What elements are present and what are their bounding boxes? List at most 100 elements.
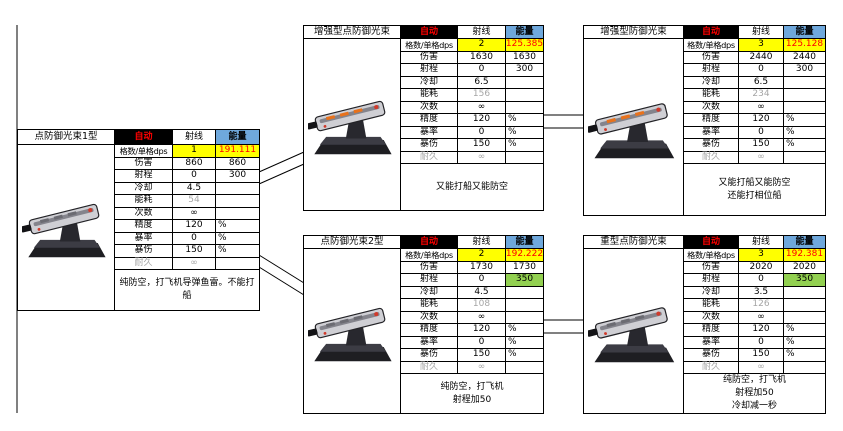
stat-label: 精度 [684,324,739,337]
stat-value-ray: 0 [173,170,216,183]
stat-value-energy [506,151,544,164]
stat-label: 射程 [684,64,739,77]
stat-value-ray: ∞ [173,207,216,220]
stat-value-energy: 2440 [784,51,826,64]
weapon-note: 纯防空，打飞机 射程加50 [401,374,544,414]
stat-value-energy: 192.381 [784,249,826,262]
stat-label: 射程 [115,170,173,183]
note-line: 又能打船又能防空 [718,177,791,188]
stat-value-ray: 3 [739,39,784,52]
stat-value-energy: % [784,126,826,139]
weapon-note: 纯防空，打飞机导弹鱼雷。不能打船 [115,270,260,311]
note-line: 冷却减一秒 [731,401,777,411]
turret-icon [21,203,107,259]
weapon-note: 又能打船又能防空 还能打相位船 [684,164,826,216]
turret-icon [587,102,675,159]
stat-value-ray: 120 [739,324,784,337]
stat-value-ray: 150 [458,139,506,152]
stat-value-energy [784,89,826,102]
stat-label: 暴率 [401,126,458,139]
stat-value-ray: 0 [458,274,506,287]
header-auto: 自动 [684,26,739,39]
stat-value-energy [216,207,260,220]
stat-value-energy [506,311,544,324]
header-ray: 射线 [739,26,784,39]
header-auto: 自动 [684,236,739,249]
stat-value-ray: 156 [458,89,506,102]
stat-value-energy: % [784,324,826,337]
stat-label: 暴率 [115,232,173,245]
stat-label: 次数 [401,311,458,324]
turret-image [304,39,401,211]
header-ray: 射线 [173,130,216,145]
stat-value-ray: ∞ [458,311,506,324]
stat-value-energy: 2020 [784,261,826,274]
stat-label: 耐久 [401,151,458,164]
stat-value-energy [784,311,826,324]
stat-value-ray: 2 [458,249,506,262]
stat-value-ray: ∞ [458,151,506,164]
stat-label: 耐久 [684,151,739,164]
stat-value-ray: ∞ [739,361,784,374]
stat-value-energy: % [784,139,826,152]
stat-value-ray: ∞ [739,151,784,164]
stat-value-energy: % [216,220,260,233]
stat-label: 耐久 [115,257,173,270]
weapon-table-pd1: 点防御光束1型 自动 射线 能量 纯防空，打飞机导弹鱼雷。不能打船 格数/单格d… [17,129,260,311]
stat-value-ray: 2440 [739,51,784,64]
stat-value-ray: 126 [739,299,784,312]
connector-line [258,266,305,296]
stat-label: 伤害 [401,261,458,274]
weapon-table-enhanced-pd: 增强型点防御光束 自动 射线 能量 又能打船又能防空 格数/单格dps 2 125.… [303,25,544,211]
stat-label: 冷却 [401,286,458,299]
weapon-note: 纯防空，打飞机 射程加50 冷却减一秒 [684,374,826,414]
stat-value-ray: 120 [173,220,216,233]
stat-label: 冷却 [115,182,173,195]
stat-value-ray: 0 [458,126,506,139]
stat-value-energy [216,195,260,208]
stat-label: 格数/单格dps [684,249,739,262]
stat-value-ray: 2 [458,39,506,52]
stat-value-ray: 4.5 [173,182,216,195]
note-line: 还能打相位船 [727,190,782,201]
stat-value-energy [506,286,544,299]
stat-value-energy: % [784,349,826,362]
stat-value-ray: 2020 [739,261,784,274]
weapon-title: 增强型防御光束 [584,26,684,39]
note-line: 纯防空，打飞机 [722,375,786,385]
stat-label: 次数 [684,311,739,324]
header-energy: 能量 [506,236,544,249]
stat-value-ray: 0 [173,232,216,245]
weapon-title: 点防御光束1型 [18,130,115,145]
turret-icon [587,306,675,363]
stat-value-ray: 150 [458,349,506,362]
stat-value-energy: 1630 [506,51,544,64]
weapon-note: 又能打船又能防空 [401,164,544,211]
note-line: 纯防空，打飞机导弹鱼雷。不能打船 [119,278,255,301]
stat-value-ray: 0 [739,274,784,287]
stat-label: 能耗 [684,299,739,312]
stat-value-ray: 150 [173,245,216,258]
stat-value-ray: 120 [739,114,784,127]
stat-label: 伤害 [684,51,739,64]
note-line: 射程加50 [452,394,492,405]
stat-label: 冷却 [684,76,739,89]
stat-value-energy: 191.111 [216,145,260,158]
stat-value-energy [506,89,544,102]
stat-label: 精度 [401,324,458,337]
stat-label: 次数 [115,207,173,220]
stat-label: 射程 [401,274,458,287]
stat-label: 暴率 [684,126,739,139]
stat-label: 暴伤 [401,349,458,362]
stat-value-ray: ∞ [739,311,784,324]
stat-value-ray: 1 [173,145,216,158]
weapon-title: 增强型点防御光束 [304,26,401,39]
header-auto: 自动 [115,130,173,145]
stat-value-energy: 125.385 [506,39,544,52]
stat-label: 耐久 [684,361,739,374]
stat-label: 次数 [684,101,739,114]
stat-label: 次数 [401,101,458,114]
stat-value-energy [784,76,826,89]
stat-value-ray: 860 [173,157,216,170]
